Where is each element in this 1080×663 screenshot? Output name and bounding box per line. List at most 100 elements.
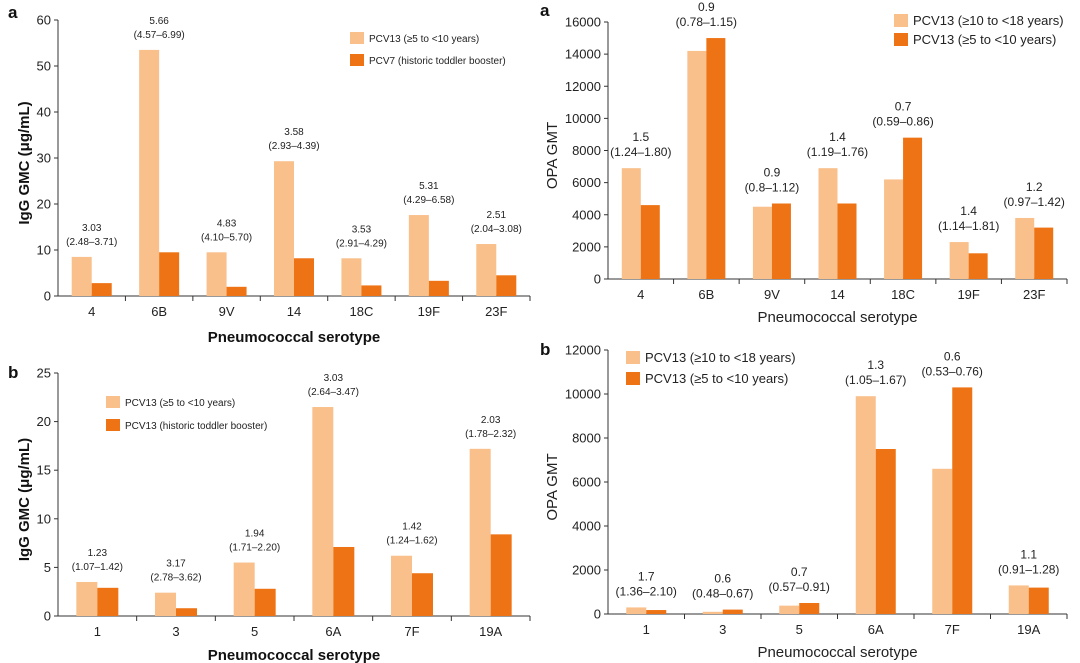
x-axis-title: Pneumococcal serotype [757, 644, 917, 661]
bar [968, 253, 988, 279]
bar [952, 387, 973, 614]
y-tick-label: 10000 [565, 111, 601, 126]
y-tick-label: 25 [37, 366, 51, 381]
data-label-ci: (1.78–2.32) [465, 429, 516, 440]
bar [476, 244, 497, 296]
data-label-ci: (1.07–1.42) [72, 562, 123, 573]
bar [97, 587, 119, 616]
y-tick-label: 6000 [572, 175, 601, 190]
data-label-ci: (0.53–0.76) [922, 364, 983, 378]
data-label-ratio: 3.17 [166, 559, 186, 570]
y-tick-label: 10000 [565, 387, 601, 402]
bar [71, 256, 92, 296]
x-tick-label: 23F [485, 304, 507, 319]
y-tick-label: 4000 [572, 519, 601, 534]
bar [294, 258, 314, 296]
bar [884, 179, 904, 279]
bar [702, 611, 723, 614]
bar [428, 280, 449, 296]
data-label-ratio: 0.9 [764, 166, 781, 180]
legend-swatch [894, 33, 908, 46]
bar [226, 286, 247, 296]
chart-svg: b 0 2000 4000 6000 8000 10000 12000 OPA GMT Pneum… [540, 340, 1068, 661]
x-tick-label: 18C [349, 304, 373, 319]
bar [875, 449, 896, 614]
x-tick-label: 7F [945, 622, 960, 637]
y-axis-title: IgG GMC (μg/mL) [16, 101, 33, 224]
chart-igg-panel-b: b 0 5 10 15 20 25 IgG GMC (μg/mL) Pneumococcal s… [0, 360, 540, 663]
y-tick-label: 10 [37, 511, 51, 526]
bar [646, 610, 667, 614]
bar [771, 203, 791, 279]
bar [206, 252, 227, 296]
data-label-ratio: 2.03 [481, 415, 501, 426]
bar [233, 562, 255, 616]
x-tick-label: 9V [764, 287, 780, 302]
x-tick-label: 18C [891, 287, 915, 302]
data-label-ci: (0.78–1.15) [676, 15, 737, 29]
x-axis-title: Pneumococcal serotype [208, 329, 381, 346]
data-label-ci: (0.97–1.42) [1004, 195, 1065, 209]
bar [1028, 587, 1049, 614]
y-tick-label: 4000 [572, 207, 601, 222]
data-label-ratio: 1.4 [960, 204, 977, 218]
data-label-ratio: 3.53 [352, 224, 372, 235]
data-label-ratio: 5.66 [149, 16, 169, 27]
bar [706, 38, 726, 279]
y-tick-label: 0 [44, 609, 51, 624]
bar [312, 407, 334, 616]
panel-label: b [8, 363, 18, 382]
y-tick-label: 20 [37, 197, 51, 212]
data-label-ratio: 0.6 [714, 572, 731, 586]
legend-label: PCV13 (historic toddler booster) [125, 421, 267, 432]
bar [621, 168, 641, 279]
bar [1015, 217, 1035, 279]
data-label-ci: (0.91–1.28) [998, 562, 1059, 576]
legend-label: PCV13 (≥5 to <10 years) [645, 371, 788, 386]
data-label-ci: (1.24–1.80) [610, 145, 671, 159]
data-label-ratio: 1.2 [1026, 180, 1043, 194]
bar [341, 258, 362, 296]
data-label-ci: (4.57–6.99) [134, 30, 185, 41]
y-tick-label: 2000 [572, 239, 601, 254]
bar [155, 592, 176, 616]
legend-label: PCV13 (≥5 to <10 years) [913, 32, 1056, 47]
x-tick-label: 19F [957, 287, 979, 302]
legend-label: PCV13 (≥5 to <10 years) [369, 34, 479, 45]
y-axis-title: IgG GMC (μg/mL) [16, 438, 33, 561]
data-label-ratio: 1.3 [867, 358, 884, 372]
x-tick-label: 14 [830, 287, 844, 302]
chart-svg: a 0 10 20 30 40 50 60 IgG GMC (μg/mL) Pneumococca… [8, 3, 531, 346]
bar [640, 205, 660, 279]
x-tick-label: 1 [94, 624, 101, 639]
data-label-ci: (1.24–1.62) [386, 536, 437, 547]
data-label-ci: (1.19–1.76) [807, 145, 868, 159]
data-label-ci: (2.91–4.29) [336, 238, 387, 249]
y-axis-title: OPA GMT [544, 453, 561, 520]
x-tick-label: 4 [637, 287, 644, 302]
y-tick-label: 0 [44, 289, 51, 304]
data-label-ratio: 1.1 [1020, 547, 1037, 561]
data-label-ratio: 3.03 [82, 223, 102, 234]
y-tick-label: 10 [37, 243, 51, 258]
y-tick-label: 60 [37, 13, 51, 28]
bar [752, 206, 772, 279]
data-label-ratio: 1.5 [632, 130, 649, 144]
data-label-ratio: 2.51 [487, 210, 507, 221]
y-tick-label: 40 [37, 105, 51, 120]
legend-swatch [626, 372, 640, 385]
x-tick-label: 4 [88, 304, 95, 319]
x-tick-label: 6B [151, 304, 167, 319]
bar [274, 161, 294, 296]
legend-swatch [894, 14, 908, 27]
data-label-ci: (4.29–6.58) [403, 195, 454, 206]
chart-opa-panel-b: b 0 2000 4000 6000 8000 10000 12000 OPA GMT Pneum… [540, 335, 1080, 663]
bar [1034, 227, 1054, 279]
x-tick-label: 19A [479, 624, 502, 639]
legend-swatch [350, 54, 364, 66]
y-tick-label: 20 [37, 414, 51, 429]
x-tick-label: 3 [172, 624, 179, 639]
bar [333, 546, 355, 616]
data-label-ratio: 1.94 [245, 529, 265, 540]
y-tick-label: 50 [37, 59, 51, 74]
